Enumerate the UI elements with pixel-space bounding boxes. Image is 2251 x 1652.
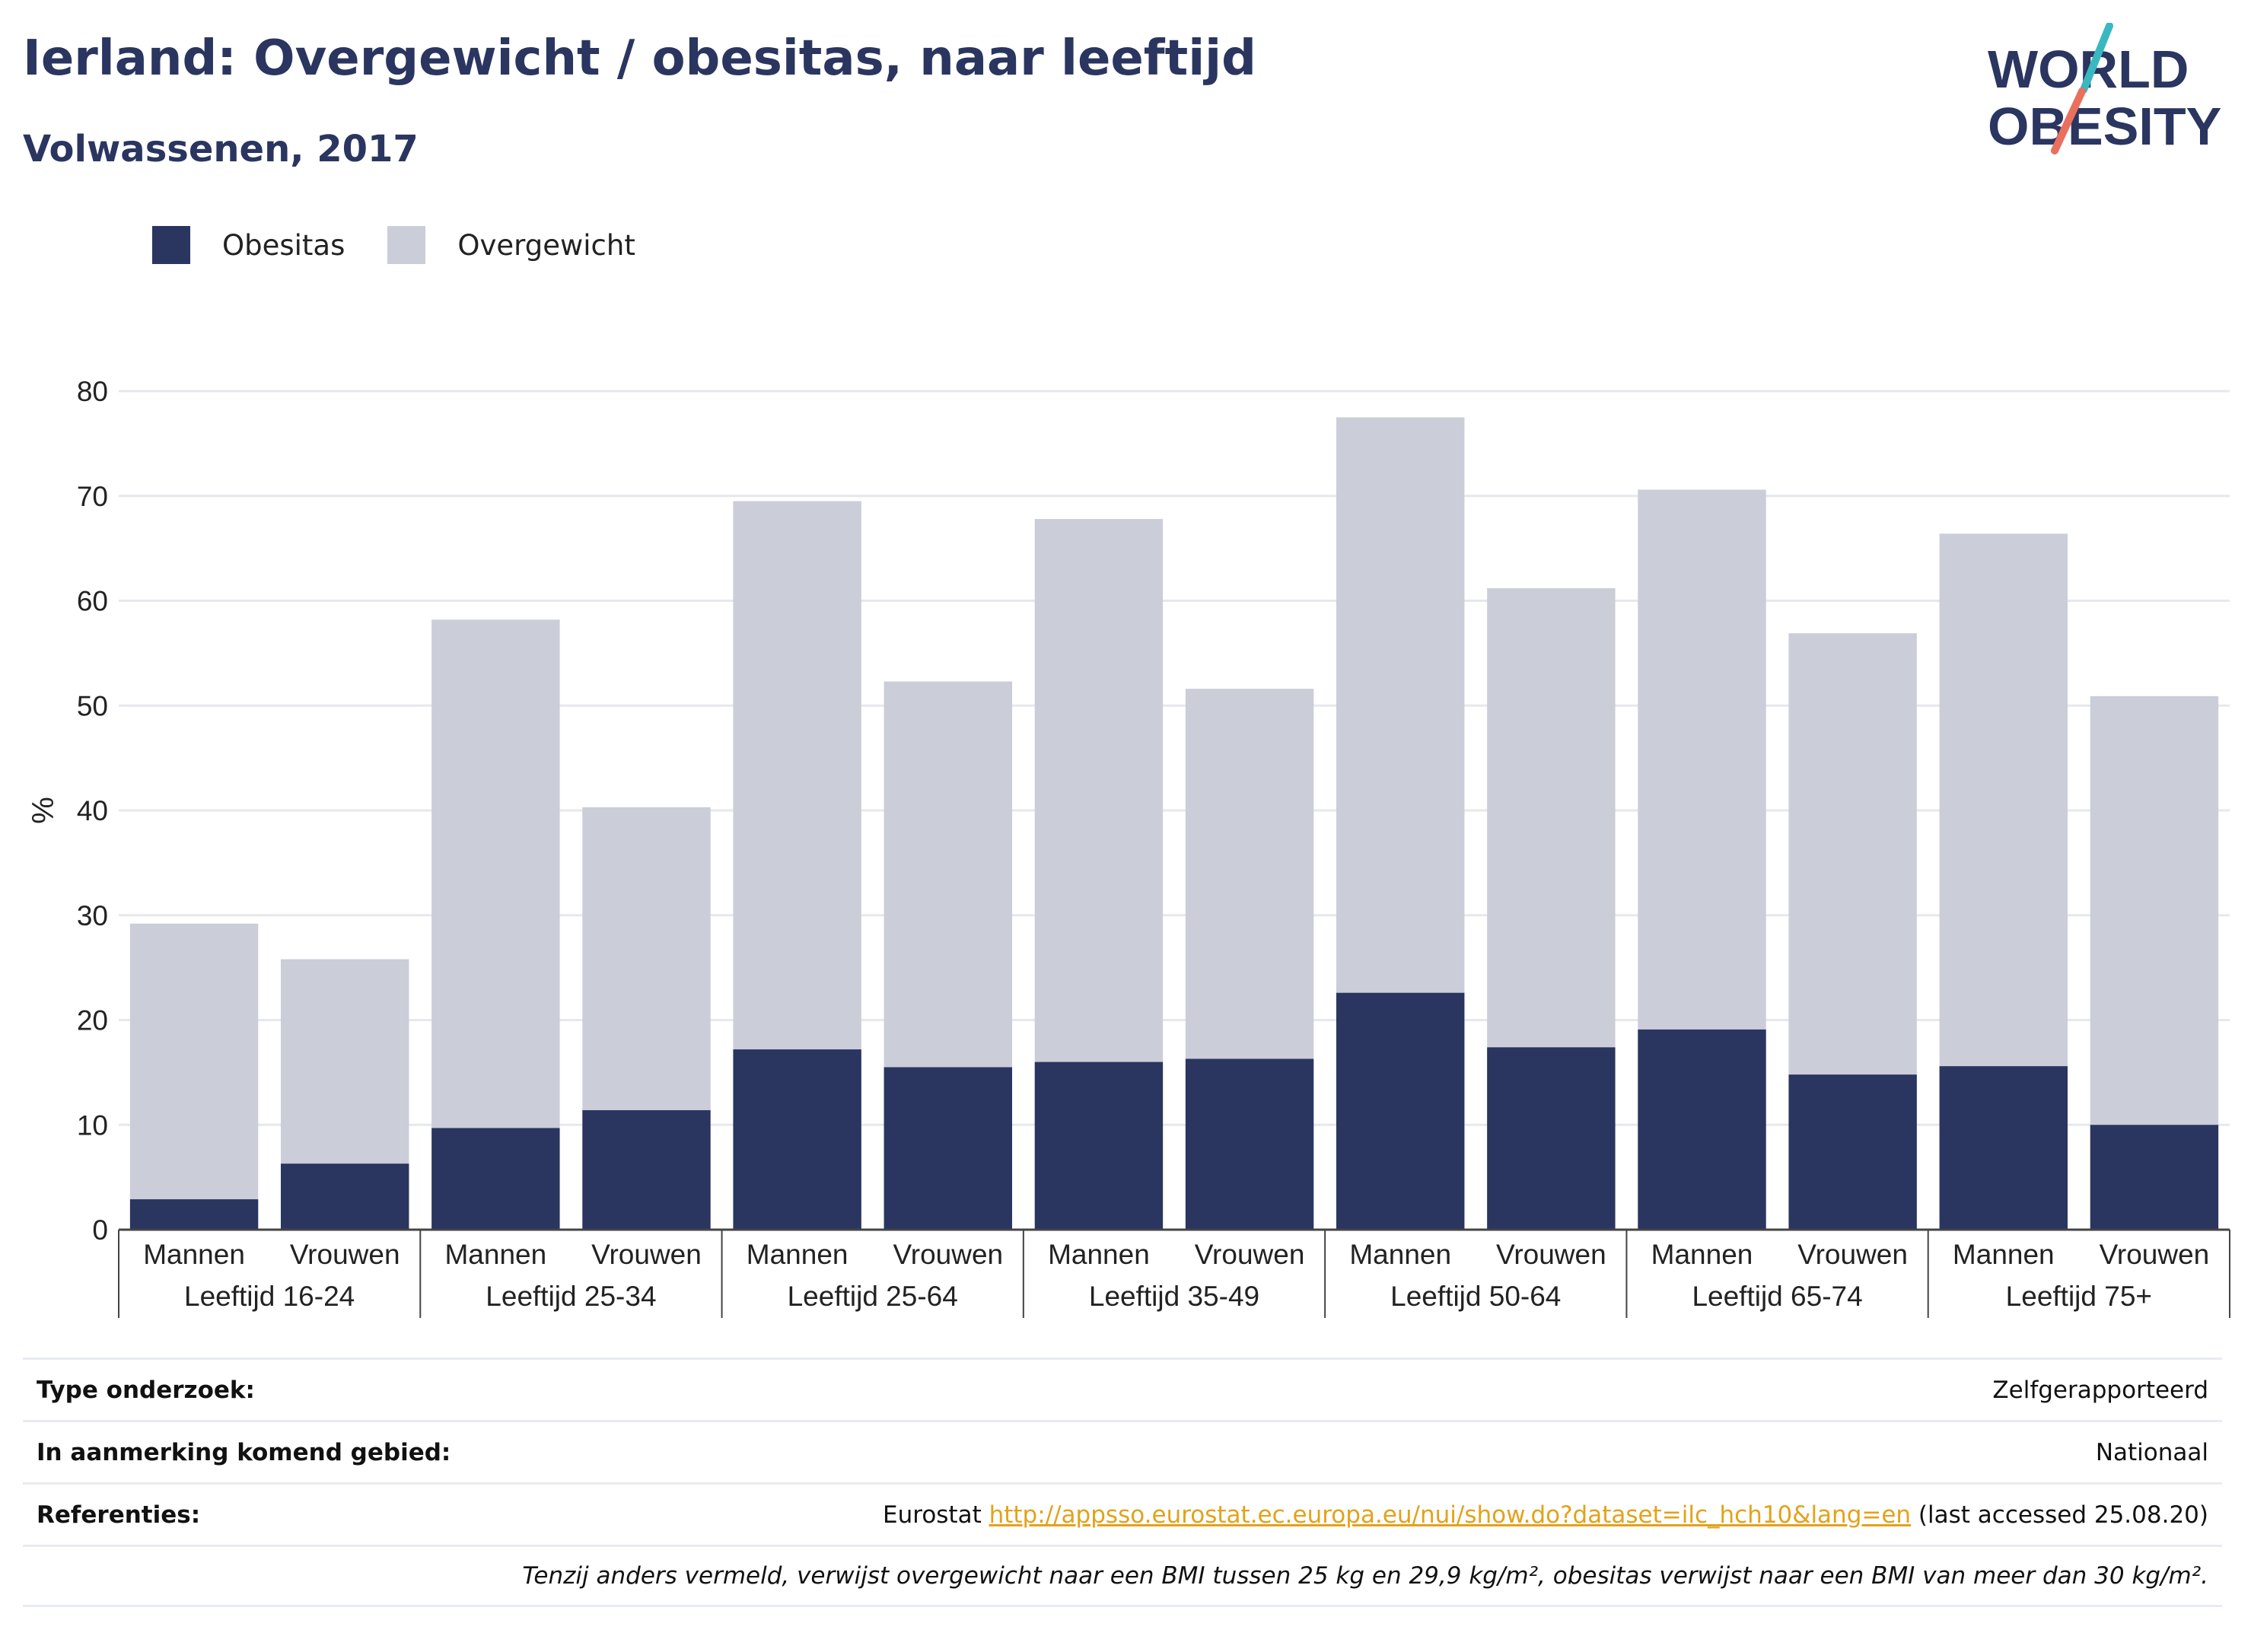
logo-slash-teal (2080, 23, 2113, 94)
bar-obesity (1034, 1062, 1164, 1230)
x-subcategory-label: Vrouwen (591, 1239, 702, 1270)
bar-overweight (431, 619, 560, 1128)
bar-obesity (1487, 1047, 1616, 1230)
x-subcategory-label: Mannen (747, 1239, 849, 1270)
y-tick-label: 20 (77, 1005, 108, 1036)
y-tick-label: 0 (92, 1214, 108, 1246)
y-tick-label: 30 (77, 900, 108, 931)
chart-legend: Obesitas Overgewicht (152, 225, 678, 265)
bar-obesity (129, 1199, 259, 1230)
bar-obesity (431, 1128, 560, 1230)
bar-overweight (733, 501, 861, 1050)
bar-overweight (1034, 519, 1164, 1062)
bar-chart: 0 10 20 30 40 50 60 70 80% Mannen Vrouwen Leeftijd … (27, 376, 2230, 1318)
bar-obesity (582, 1109, 711, 1230)
bar-obesity (1336, 992, 1465, 1230)
bar-overweight (1788, 633, 1917, 1075)
bar-overweight (281, 959, 409, 1164)
bar-overweight (582, 807, 711, 1110)
x-subcategory-label: Vrouwen (1797, 1239, 1908, 1270)
x-subcategory-label: Vrouwen (1496, 1239, 1606, 1270)
bar-obesity (733, 1049, 861, 1230)
area-value: Nationaal (2095, 1438, 2208, 1466)
x-group-label: Leeftijd 75+ (2006, 1281, 2152, 1312)
x-group-label: Leeftijd 25-34 (486, 1281, 656, 1312)
legend-label-obesity: Obesitas (222, 228, 345, 262)
x-subcategory-label: Mannen (1048, 1239, 1150, 1270)
y-tick-label: 40 (77, 795, 108, 826)
bar-obesity (884, 1067, 1012, 1230)
reference-link[interactable]: http://appsso.eurostat.ec.europa.eu/nui/… (989, 1501, 1912, 1529)
area-label: In aanmerking komend gebied: (37, 1438, 451, 1466)
legend-swatch-overweight (387, 226, 426, 264)
bar-obesity (1939, 1066, 2068, 1230)
y-tick-label: 60 (77, 586, 108, 617)
bar-overweight (1939, 533, 2068, 1067)
bar-obesity (1788, 1074, 1917, 1230)
legend-item-overweight[interactable]: Overgewicht (387, 226, 635, 264)
legend-item-obesity[interactable]: Obesitas (152, 226, 345, 264)
bar-overweight (129, 923, 259, 1200)
bar-overweight (884, 681, 1012, 1068)
x-subcategory-label: Mannen (1349, 1239, 1451, 1270)
x-group-label: Leeftijd 35-49 (1089, 1281, 1259, 1312)
reference-prefix: Eurostat (883, 1501, 989, 1529)
bar-obesity (1638, 1029, 1766, 1230)
bar-overweight (1336, 417, 1465, 993)
reference-suffix: (last accessed 25.08.20) (1911, 1501, 2208, 1529)
y-tick-label: 80 (77, 376, 108, 407)
bar-overweight (1487, 587, 1616, 1048)
x-group-label: Leeftijd 65-74 (1692, 1281, 1862, 1312)
bar-obesity (1185, 1058, 1314, 1230)
x-group-label: Leeftijd 25-64 (788, 1281, 958, 1312)
logo-slash-coral (2051, 88, 2086, 154)
references-label: Referenties: (37, 1501, 201, 1529)
info-row-references: Referenties: Eurostat http://appsso.euro… (23, 1482, 2222, 1545)
x-group-label: Leeftijd 50-64 (1390, 1281, 1561, 1312)
bar-obesity (281, 1163, 409, 1230)
logo-line-2: OBESITY (1988, 97, 2221, 156)
references-value: Eurostat http://appsso.eurostat.ec.europ… (883, 1501, 2208, 1529)
y-tick-label: 50 (77, 690, 108, 721)
info-table: Type onderzoek: Zelfgerapporteerd In aan… (23, 1358, 2222, 1607)
x-subcategory-label: Mannen (444, 1239, 546, 1270)
x-subcategory-label: Vrouwen (2100, 1239, 2210, 1270)
y-tick-label: 70 (77, 481, 108, 512)
x-subcategory-label: Vrouwen (893, 1239, 1003, 1270)
x-subcategory-label: Vrouwen (1195, 1239, 1305, 1270)
world-obesity-logo: WORLD OBESITY (1988, 23, 2221, 156)
survey-type-label: Type onderzoek: (37, 1376, 255, 1404)
bmi-note: Tenzij anders vermeld, verwijst overgewi… (522, 1562, 2208, 1590)
chart-title: Ierland: Overgewicht / obesitas, naar le… (23, 30, 1256, 87)
info-row-note: Tenzij anders vermeld, verwijst overgewi… (23, 1545, 2222, 1607)
info-row-survey-type: Type onderzoek: Zelfgerapporteerd (23, 1358, 2222, 1420)
x-subcategory-label: Mannen (1651, 1239, 1753, 1270)
x-subcategory-label: Vrouwen (290, 1239, 400, 1270)
legend-swatch-obesity (152, 226, 190, 264)
bar-overweight (2090, 695, 2219, 1125)
y-tick-label: 10 (77, 1109, 108, 1141)
x-group-label: Leeftijd 16-24 (184, 1281, 355, 1312)
legend-label-overweight: Overgewicht (457, 228, 635, 262)
bar-overweight (1638, 489, 1766, 1030)
chart-subtitle: Volwassenen, 2017 (23, 128, 419, 170)
info-row-area: In aanmerking komend gebied: Nationaal (23, 1420, 2222, 1482)
x-subcategory-label: Mannen (143, 1239, 245, 1270)
bar-obesity (2090, 1125, 2219, 1230)
survey-type-value: Zelfgerapporteerd (1992, 1376, 2208, 1404)
x-subcategory-label: Mannen (1953, 1239, 2055, 1270)
y-axis-label: % (27, 797, 60, 824)
bar-overweight (1185, 689, 1314, 1059)
